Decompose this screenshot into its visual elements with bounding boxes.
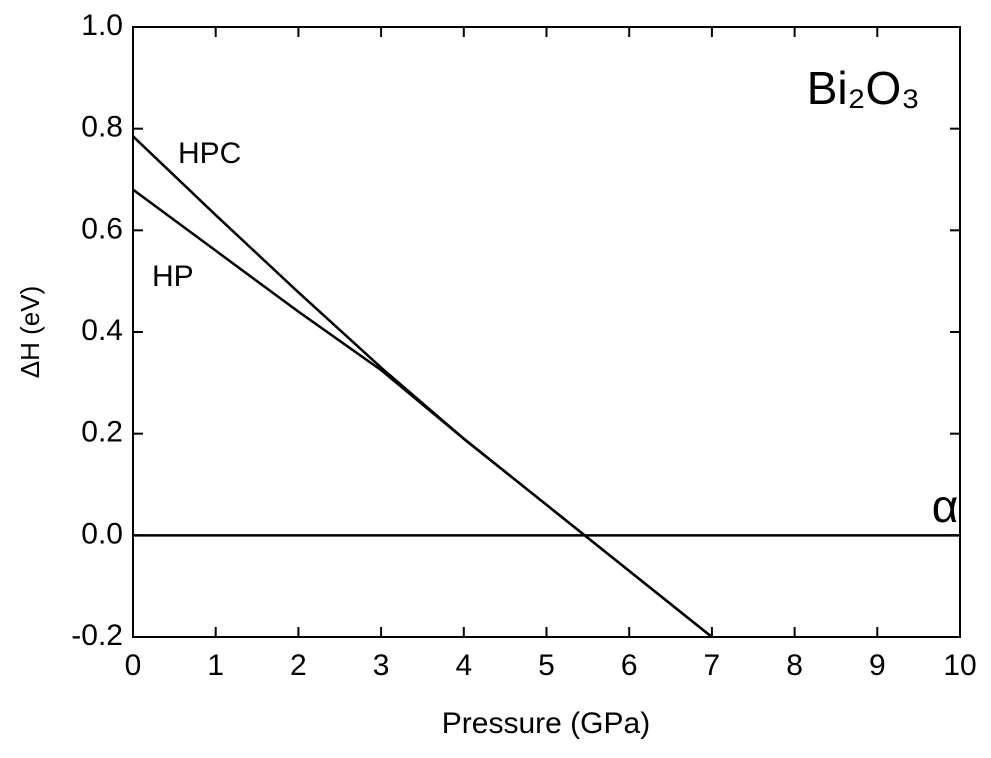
- series-label: α: [932, 480, 959, 532]
- plot-frame: [132, 26, 961, 638]
- y-tick-label: 0.0: [81, 517, 123, 550]
- y-tick-label: 1.0: [81, 9, 123, 42]
- y-tick-label: 0.8: [81, 111, 123, 144]
- series-label: HPC: [178, 137, 241, 170]
- x-tick-label: 3: [373, 649, 390, 682]
- x-tick-label: 10: [943, 649, 976, 682]
- x-tick-label: 0: [125, 649, 142, 682]
- x-tick-label: 5: [538, 649, 555, 682]
- series-label: HP: [152, 260, 194, 293]
- x-tick-label: 8: [786, 649, 803, 682]
- x-tick-label: 6: [621, 649, 638, 682]
- y-tick-label: 0.6: [81, 212, 123, 245]
- y-tick-label: 0.4: [81, 314, 123, 347]
- compound-label: Bi₂O₃: [807, 62, 920, 114]
- x-tick-label: 4: [455, 649, 472, 682]
- x-tick-label: 1: [207, 649, 224, 682]
- x-axis-label: Pressure (GPa): [442, 707, 650, 740]
- x-tick-label: 9: [869, 649, 886, 682]
- x-tick-label: 7: [704, 649, 721, 682]
- y-axis-label: ΔH (eV): [15, 286, 45, 379]
- x-tick-label: 2: [290, 649, 307, 682]
- series-line: [132, 135, 713, 638]
- y-tick-label: 0.2: [81, 416, 123, 449]
- series-line: [132, 188, 713, 638]
- y-tick-label: -0.2: [71, 619, 123, 652]
